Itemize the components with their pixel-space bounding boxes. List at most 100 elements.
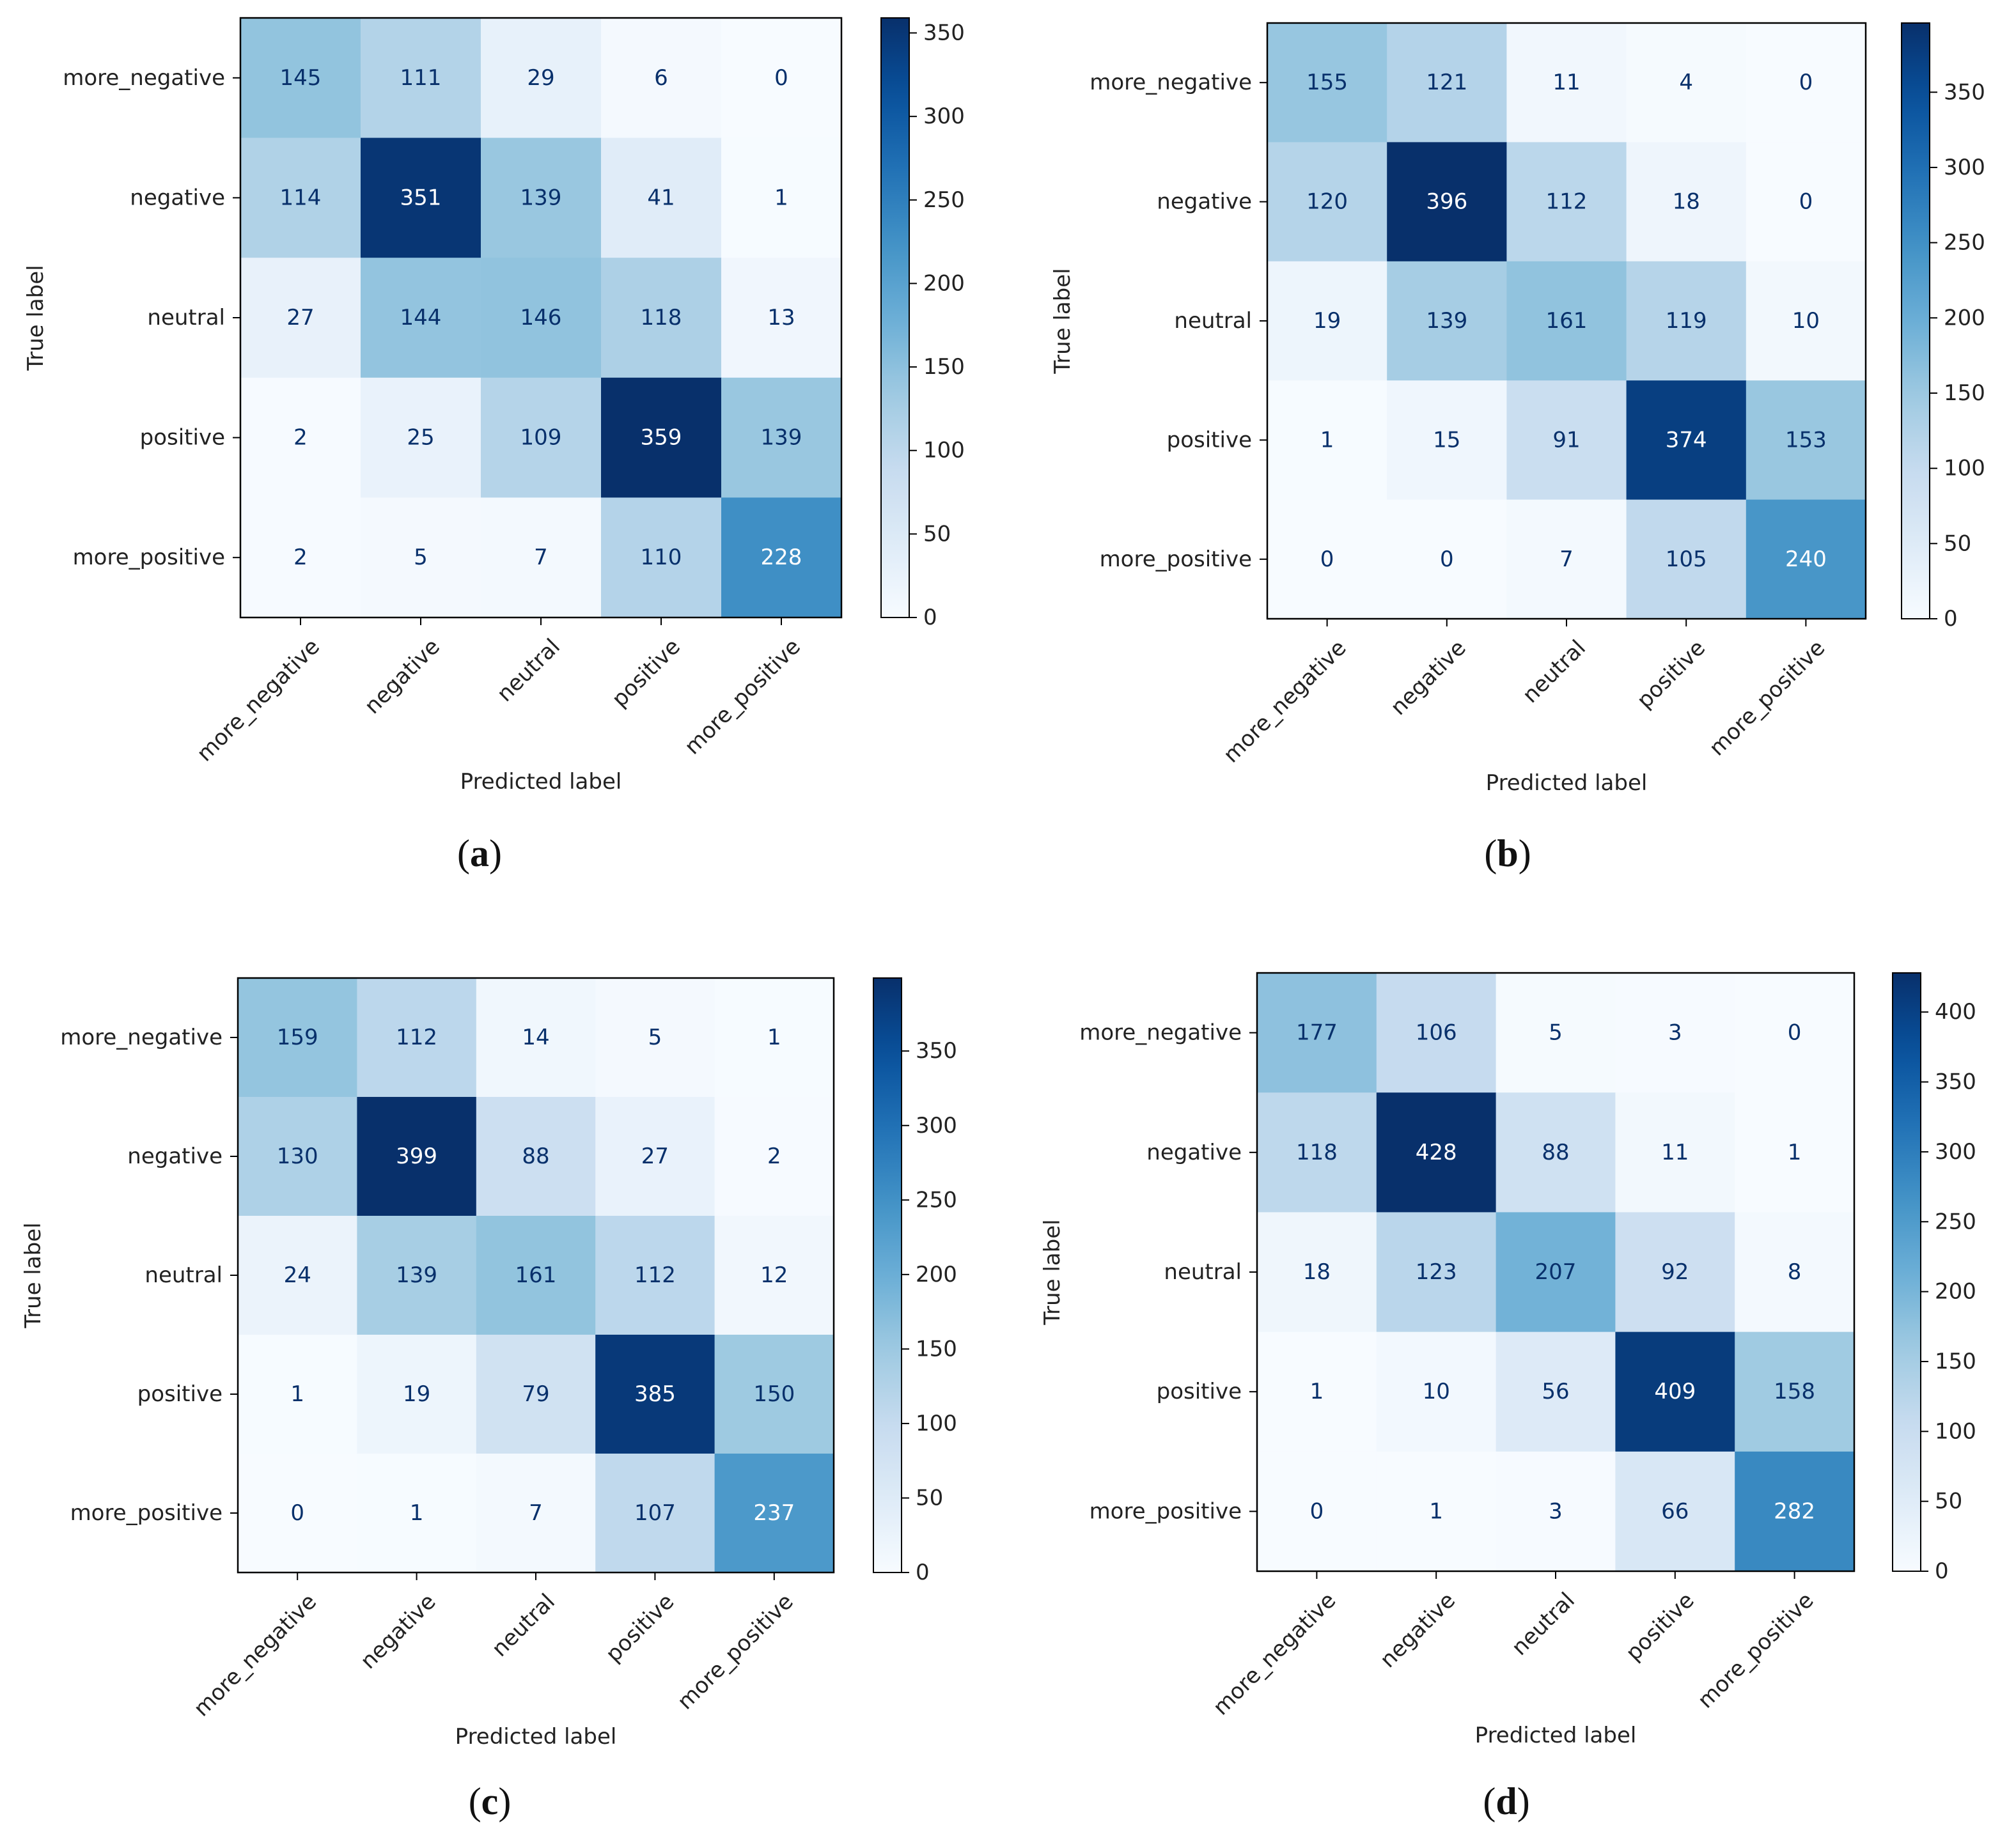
x-tick-label: more_negative xyxy=(192,634,325,767)
panel-label-open-paren: ( xyxy=(1483,1780,1496,1822)
heatmap-cell xyxy=(1735,1451,1855,1572)
heatmap-cell xyxy=(1387,261,1507,381)
colorbar xyxy=(873,978,902,1572)
cell-value-label: 0 xyxy=(1440,547,1454,572)
y-tick-label: more_positive xyxy=(1100,547,1252,572)
colorbar-tick-label: 300 xyxy=(1935,1139,1976,1165)
cell-value-label: 228 xyxy=(761,545,802,570)
heatmap-cell xyxy=(1615,973,1735,1093)
cell-value-label: 0 xyxy=(1788,1020,1802,1046)
colorbar-tick-label: 200 xyxy=(1944,305,1985,330)
cell-value-label: 240 xyxy=(1785,547,1827,572)
heatmap-cell xyxy=(601,497,722,618)
colorbar-tick-label: 100 xyxy=(916,1411,957,1436)
panel-label-letter: d xyxy=(1496,1780,1517,1822)
heatmap-cell xyxy=(1746,261,1866,381)
y-tick-label: negative xyxy=(130,185,225,210)
cell-value-label: 385 xyxy=(634,1381,676,1407)
heatmap-cell xyxy=(1387,142,1507,262)
cell-value-label: 13 xyxy=(767,305,795,330)
heatmap-cell xyxy=(238,978,357,1098)
cell-value-label: 3 xyxy=(1668,1020,1682,1046)
heatmap-cell xyxy=(1496,1092,1616,1213)
y-tick-label: negative xyxy=(1157,189,1252,215)
heatmap-cell xyxy=(1496,1451,1616,1572)
panel-label: (d) xyxy=(1483,1780,1529,1822)
panel-label-letter: c xyxy=(481,1780,499,1822)
x-tick-label: positive xyxy=(601,1589,680,1668)
heatmap-cell xyxy=(1387,23,1507,143)
panel-c: 159 112 14 5 1 130 399 88 27 2 24 139 161 112 12 1 19 79 3… xyxy=(20,977,957,1822)
heatmap-cell xyxy=(240,137,361,258)
colorbar-tick-label: 250 xyxy=(916,1187,957,1213)
heatmap-cell xyxy=(481,497,602,618)
cell-value-label: 121 xyxy=(1426,70,1467,95)
x-tick-label: negative xyxy=(355,1589,441,1674)
heatmap-cell xyxy=(240,258,361,378)
cell-value-label: 92 xyxy=(1661,1259,1689,1285)
cell-value-label: 144 xyxy=(400,305,442,330)
y-tick-label: neutral xyxy=(147,305,225,330)
y-tick-label: more_positive xyxy=(73,545,225,570)
heatmap-cell xyxy=(1735,1212,1855,1333)
heatmap-cell xyxy=(1626,261,1747,381)
cell-value-label: 79 xyxy=(522,1381,549,1407)
heatmap-cell xyxy=(238,1097,357,1216)
heatmap-cell xyxy=(1506,261,1627,381)
heatmap-cell xyxy=(1267,261,1387,381)
x-tick-label: more_positive xyxy=(1693,1588,1819,1714)
cell-value-label: 7 xyxy=(529,1500,543,1526)
cell-value-label: 3 xyxy=(1549,1498,1563,1524)
heatmap-cell xyxy=(601,18,722,139)
panel-label-open-paren: ( xyxy=(457,832,470,874)
heatmap-cell xyxy=(357,1454,477,1573)
heatmap-cell xyxy=(595,1335,715,1454)
panel-label: (b) xyxy=(1484,832,1531,874)
cell-value-label: 112 xyxy=(396,1025,437,1050)
heatmap-cell xyxy=(1376,1212,1497,1333)
x-tick-label: positive xyxy=(1632,635,1711,714)
heatmap-cell xyxy=(476,1097,596,1216)
cell-value-label: 374 xyxy=(1666,427,1707,453)
heatmap-cell xyxy=(595,1097,715,1216)
cell-value-label: 109 xyxy=(520,425,562,451)
heatmap-cell xyxy=(1257,1332,1377,1452)
y-tick-label: neutral xyxy=(145,1262,223,1288)
panel-label-letter: b xyxy=(1497,832,1518,874)
x-tick-label: more_positive xyxy=(1704,635,1830,761)
colorbar-tick-label: 100 xyxy=(1944,456,1985,481)
y-tick-label: neutral xyxy=(1164,1259,1242,1285)
cell-value-label: 177 xyxy=(1296,1020,1338,1046)
heatmap-cell xyxy=(1376,1092,1497,1213)
cell-value-label: 111 xyxy=(400,65,442,91)
heatmap-cell xyxy=(238,1216,357,1335)
x-tick-label: neutral xyxy=(492,634,565,707)
colorbar-tick-label: 150 xyxy=(1944,380,1985,406)
cell-value-label: 130 xyxy=(277,1144,318,1169)
cell-value-label: 153 xyxy=(1785,427,1827,453)
heatmap-cell xyxy=(476,1454,596,1573)
cell-value-label: 146 xyxy=(520,305,562,330)
colorbar-tick-label: 0 xyxy=(1944,606,1958,632)
heatmap-cell xyxy=(721,497,842,618)
heatmap-cell xyxy=(1506,23,1627,143)
heatmap-cell xyxy=(1746,142,1866,262)
heatmap-cell xyxy=(357,1216,477,1335)
heatmap-cell xyxy=(1257,1212,1377,1333)
cell-value-label: 1 xyxy=(774,185,788,210)
heatmap-cell xyxy=(1267,499,1387,619)
cell-value-label: 12 xyxy=(760,1262,788,1288)
colorbar-frame xyxy=(880,17,910,618)
heatmap-cell xyxy=(361,258,481,378)
cell-value-label: 25 xyxy=(407,425,434,451)
cell-value-label: 207 xyxy=(1535,1259,1577,1285)
x-axis-title: Predicted label xyxy=(1486,770,1648,796)
cell-value-label: 1 xyxy=(1788,1140,1802,1165)
cell-value-label: 0 xyxy=(290,1500,304,1526)
panel-label-close-paren: ) xyxy=(489,832,502,874)
colorbar-frame xyxy=(1892,972,1921,1572)
heatmap-cell xyxy=(1506,380,1627,501)
colorbar-frame xyxy=(873,977,902,1573)
heatmap-cell xyxy=(238,1454,357,1573)
